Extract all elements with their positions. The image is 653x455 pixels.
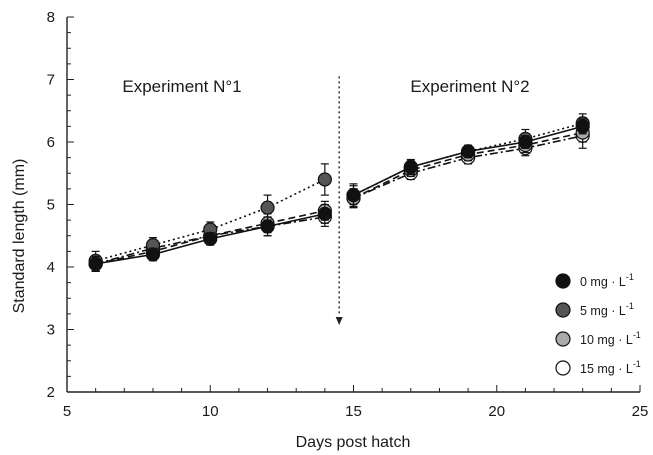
x-tick-label: 15 — [345, 403, 362, 420]
legend-label-text: 15 mg · L — [580, 362, 633, 376]
annotations: Experiment N°1 Experiment N°2 — [122, 77, 529, 96]
data-point — [403, 159, 418, 175]
legend-label-superscript: -1 — [626, 272, 634, 282]
data-point — [260, 219, 275, 234]
x-tick-label: 20 — [488, 403, 505, 420]
legend-label-superscript: -1 — [633, 330, 641, 340]
y-tick-label: 7 — [47, 72, 55, 89]
legend-marker — [555, 360, 571, 376]
y-tick-label: 8 — [47, 9, 55, 26]
y-tick-label: 5 — [47, 197, 55, 214]
legend: 0 mg · L-15 mg · L-110 mg · L-115 mg · L… — [555, 272, 641, 376]
legend-label: 15 mg · L-1 — [580, 359, 641, 376]
y-tick-label: 4 — [47, 259, 55, 276]
legend-label-text: 0 mg · L — [580, 275, 626, 289]
series-line — [95, 178, 326, 262]
data-point — [88, 256, 103, 271]
x-tick-label: 5 — [63, 403, 71, 420]
data-point — [317, 206, 332, 221]
data-point — [203, 231, 218, 246]
y-tick-label: 3 — [47, 322, 55, 339]
y-tick-label: 2 — [47, 384, 55, 401]
experiment-divider — [335, 76, 343, 325]
series-layer — [88, 113, 590, 272]
legend-marker — [555, 331, 571, 347]
series-0 — [88, 118, 590, 272]
data-point — [346, 188, 361, 203]
experiment-1-label: Experiment N°1 — [122, 77, 241, 96]
legend-label-superscript: -1 — [626, 301, 634, 311]
data-point — [260, 200, 275, 215]
x-tick-label: 10 — [202, 403, 219, 420]
legend-label-superscript: -1 — [633, 359, 641, 369]
divider-arrowhead — [335, 317, 343, 325]
y-tick-label: 6 — [47, 134, 55, 151]
data-point — [461, 144, 476, 159]
data-point — [317, 172, 332, 187]
legend-label: 0 mg · L-1 — [580, 272, 634, 289]
series-line — [95, 209, 326, 265]
series-line — [353, 134, 583, 199]
legend-label: 10 mg · L-1 — [580, 330, 641, 347]
legend-label: 5 mg · L-1 — [580, 301, 634, 318]
data-point — [518, 134, 533, 150]
x-tick-label: 25 — [632, 403, 649, 420]
x-axis-title: Days post hatch — [296, 434, 411, 451]
legend-marker — [555, 302, 571, 318]
legend-label-text: 10 mg · L — [580, 333, 633, 347]
legend-label-text: 5 mg · L — [580, 304, 626, 318]
data-point — [575, 119, 590, 134]
series-line — [353, 122, 583, 196]
legend-marker — [555, 273, 571, 289]
data-point — [145, 247, 161, 262]
y-axis-title: Standard length (mm) — [11, 159, 28, 314]
axes: 2 3 4 5 6 7 8 5 10 15 20 25 — [47, 9, 649, 420]
experiment-2-label: Experiment N°2 — [410, 77, 529, 96]
